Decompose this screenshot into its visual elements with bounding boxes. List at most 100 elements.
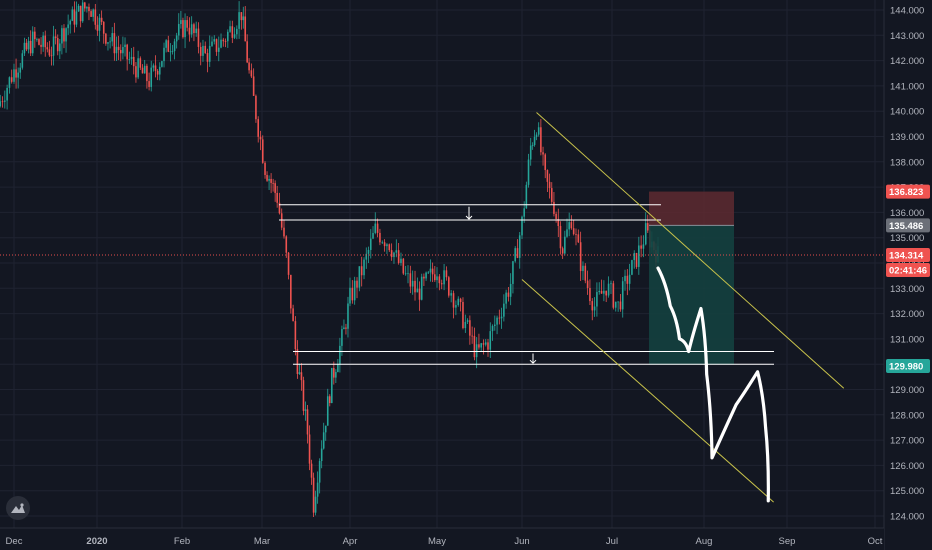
- candle-body: [25, 42, 28, 50]
- candle-body: [566, 229, 568, 237]
- x-tick-label: May: [428, 536, 446, 547]
- candle-body: [525, 184, 528, 209]
- candle-body: [434, 274, 436, 281]
- candle-body: [505, 292, 507, 304]
- candle-body: [395, 250, 398, 253]
- bar-countdown-tag-bg: [886, 263, 930, 278]
- candle-body: [242, 16, 245, 21]
- candle-body: [111, 33, 114, 42]
- candle-body: [575, 234, 577, 235]
- candle-body: [229, 26, 231, 32]
- candle-body: [546, 170, 549, 182]
- y-tick-label: 133.000: [890, 284, 924, 295]
- candle-body: [431, 268, 434, 275]
- candle-body: [555, 213, 557, 219]
- candle-body: [494, 324, 496, 326]
- candle-body: [84, 2, 86, 9]
- candle-body: [316, 482, 319, 497]
- candle-body: [195, 28, 197, 34]
- candle-body: [266, 174, 268, 181]
- candle-body: [320, 448, 323, 462]
- candle-body: [489, 331, 492, 350]
- candle-body: [542, 152, 544, 155]
- candle-body: [135, 66, 137, 78]
- y-tick-label: 138.000: [890, 157, 924, 168]
- candle-body: [360, 266, 363, 276]
- candle-body: [512, 261, 514, 284]
- candle-body: [276, 192, 278, 203]
- candle-body: [491, 325, 494, 332]
- candle-body: [469, 320, 471, 336]
- candle-body: [117, 46, 120, 51]
- candle-body: [150, 67, 153, 87]
- candle-body: [177, 23, 180, 36]
- candle-body: [167, 40, 170, 52]
- candle-body: [67, 24, 69, 29]
- drawing-overlays: [0, 112, 884, 503]
- candle-body: [308, 434, 311, 464]
- candle-body: [75, 11, 78, 25]
- candle-body: [596, 292, 598, 307]
- tradingview-logo-icon[interactable]: [6, 496, 30, 520]
- candle-body: [416, 288, 419, 293]
- candle-body: [71, 9, 74, 21]
- candle-body: [115, 46, 118, 54]
- candle-body: [34, 31, 36, 40]
- candle-body: [473, 335, 476, 358]
- candle-body: [516, 248, 519, 258]
- candle-body: [322, 432, 325, 449]
- y-tick-label: 141.000: [890, 81, 924, 92]
- x-tick-label: Sep: [779, 536, 796, 547]
- candle-body: [19, 67, 22, 73]
- candle-body: [339, 345, 341, 365]
- x-tick-label: Jul: [606, 536, 618, 547]
- candle-body: [383, 242, 386, 247]
- candle-body: [351, 287, 354, 301]
- x-tick-label: Dec: [6, 536, 23, 547]
- y-tick-label: 124.000: [890, 512, 924, 523]
- candle-body: [186, 20, 188, 28]
- candle-body: [553, 201, 555, 214]
- candle-body: [372, 232, 374, 239]
- time-axis[interactable]: Dec 2020 Feb Mar Apr May Jun Jul Aug Sep Oct: [0, 527, 884, 550]
- x-tick-label: Apr: [343, 536, 358, 547]
- candle-body: [550, 188, 553, 202]
- candle-body: [88, 6, 90, 12]
- candle-body: [570, 222, 573, 229]
- candle-body: [158, 66, 161, 75]
- candle-body: [184, 20, 186, 38]
- candle-body: [514, 248, 516, 262]
- candle-body: [450, 293, 452, 296]
- candle-body: [8, 77, 11, 88]
- candle-body: [579, 242, 582, 272]
- candle-body: [173, 41, 176, 52]
- candle-body: [624, 275, 626, 282]
- candle-body: [363, 259, 365, 276]
- candle-body: [113, 33, 116, 54]
- projected-path: [656, 266, 770, 503]
- candle-body: [261, 139, 264, 163]
- target-price-tag: 129.980: [889, 361, 923, 372]
- candle-body: [429, 268, 432, 273]
- candle-body: [379, 232, 381, 243]
- candle-body: [462, 301, 464, 329]
- candle-body: [503, 303, 505, 317]
- candle-body: [582, 265, 584, 272]
- candle-body: [487, 342, 489, 350]
- candle-body: [302, 380, 305, 411]
- down-arrow-icon: [529, 359, 537, 364]
- candle-body: [638, 245, 640, 267]
- candle-body: [619, 301, 622, 310]
- y-tick-label: 128.000: [890, 410, 924, 421]
- candle-body: [466, 320, 469, 322]
- candle-body: [292, 308, 294, 322]
- candle-body: [240, 12, 243, 21]
- y-tick-label: 135.000: [890, 233, 924, 244]
- candle-body: [402, 258, 405, 274]
- candle-body: [603, 290, 605, 294]
- candle-body: [533, 136, 536, 146]
- channel-lower-line: [521, 279, 774, 503]
- candle-body: [255, 95, 257, 120]
- candle-body: [202, 45, 204, 56]
